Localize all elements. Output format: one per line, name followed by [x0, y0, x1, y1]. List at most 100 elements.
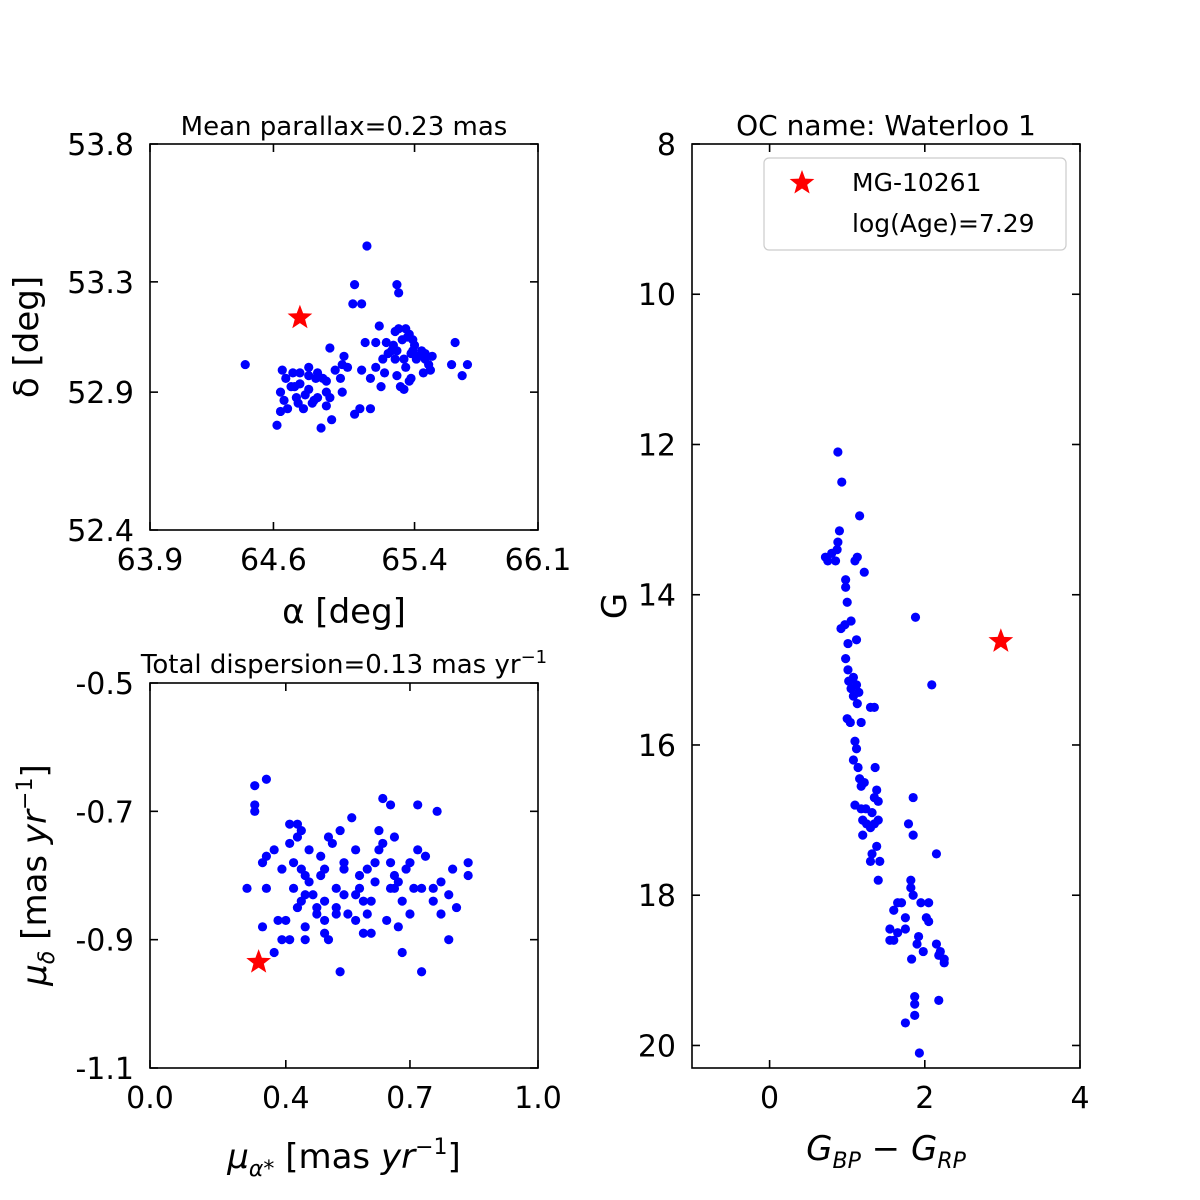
pm-data-point	[300, 890, 310, 900]
radec-data-point	[342, 362, 353, 372]
radec-data-point	[371, 337, 381, 348]
cmd-data-point	[889, 905, 899, 915]
radec-data-point	[272, 420, 282, 430]
pm-data-point	[393, 877, 403, 887]
radec-data-point	[339, 351, 349, 361]
cmd-data-point	[903, 819, 914, 829]
radec-data-point	[286, 382, 296, 392]
pm-data-point	[312, 909, 322, 919]
cmd-data-point	[872, 841, 882, 851]
pm-ytick-label: -0.9	[75, 924, 134, 959]
pm-data-point	[277, 935, 287, 945]
radec-ylabel: δ [deg]	[7, 276, 47, 398]
legend-star-shape	[789, 170, 815, 194]
cmd-data-point	[900, 1018, 911, 1028]
pm-data-point	[300, 935, 310, 945]
radec-data-point	[381, 337, 391, 348]
cmd-data-point	[851, 635, 862, 645]
radec-data-point	[394, 324, 404, 334]
radec-data-point	[316, 423, 326, 433]
pm-data-point	[320, 915, 330, 926]
cmd-data-point	[846, 684, 856, 694]
cmd-data-point	[907, 954, 917, 964]
radec-star-point	[287, 304, 313, 329]
cmd-ytick-label: 10	[638, 278, 676, 313]
pm-data-point	[304, 877, 314, 887]
pm-data-point	[366, 928, 376, 938]
cmd-data-point	[896, 898, 907, 908]
radec-data-point	[275, 406, 286, 417]
legend-label-star: MG-10261	[852, 168, 982, 197]
pm-data-point	[285, 819, 295, 829]
pm-ytick-label: -0.7	[75, 795, 134, 830]
cmd-ytick-label: 16	[638, 729, 676, 764]
cmd-data-point	[823, 556, 833, 566]
pm-data-point	[417, 967, 427, 977]
cmd-data-point	[858, 830, 868, 840]
cmd-data-point	[885, 935, 895, 945]
cmd-data-point	[908, 792, 918, 803]
pm-data-point	[366, 896, 376, 906]
radec-data-point	[390, 354, 400, 364]
radec-data-point	[357, 299, 367, 309]
pm-data-point	[312, 902, 322, 913]
pm-data-point	[335, 825, 345, 836]
radec-xlabel: α [deg]	[282, 592, 406, 632]
cmd-data-point	[854, 687, 864, 697]
radec-data-point	[330, 365, 340, 375]
pm-data-point	[292, 902, 303, 913]
pm-data-point	[389, 832, 400, 842]
radec-data-point	[293, 398, 303, 408]
pm-data-point	[378, 838, 388, 849]
cmd-ytick-label: 18	[638, 879, 676, 914]
pm-data-point	[304, 845, 314, 855]
pm-panel: Total dispersion=0.13 mas yr−1 0.0 0.4 0.7…	[13, 647, 562, 1182]
pm-data-point	[405, 909, 415, 919]
cmd-data-point	[841, 653, 851, 664]
radec-data-point	[281, 373, 291, 383]
cmd-legend: MG-10261 log(Age)=7.29	[763, 157, 1067, 251]
pm-ytick-label: -1.1	[75, 1052, 134, 1087]
pm-data-point	[413, 800, 423, 810]
pm-data-point	[250, 806, 260, 816]
pm-data-point	[277, 864, 287, 874]
pm-data-point	[413, 845, 423, 855]
cmd-xlabel: GBP − GRP	[806, 1129, 966, 1174]
cmd-data-point	[885, 924, 895, 934]
cmd-data-point	[837, 477, 847, 487]
radec-ytick-label: 52.4	[67, 514, 134, 549]
pm-data-point	[281, 915, 291, 926]
pm-data-point	[285, 838, 295, 849]
radec-data-point	[360, 337, 370, 348]
pm-data-point	[463, 870, 473, 881]
cmd-data-point	[830, 556, 841, 566]
radec-data-point	[457, 371, 467, 381]
cmd-data-point	[910, 992, 920, 1002]
pm-data-point	[257, 922, 268, 932]
radec-data-point	[371, 362, 381, 372]
radec-xtick-label: 65.4	[381, 543, 448, 578]
pm-data-point	[261, 883, 271, 893]
cmd-data-point	[908, 890, 918, 900]
radec-data-point	[425, 365, 436, 375]
radec-data-point	[304, 362, 314, 372]
cmd-data-point	[867, 849, 877, 859]
radec-data-point	[408, 335, 418, 345]
radec-data-point	[304, 371, 314, 381]
cmd-data-point	[859, 567, 869, 577]
pm-data-point	[288, 858, 299, 868]
pm-xtick-label: 1.0	[514, 1081, 562, 1116]
cmd-panel: OC name: Waterloo 1 0 2 4 8 10 12 14 16 18 20 GBP…	[595, 109, 1090, 1174]
pm-star-point	[246, 949, 271, 973]
cmd-data-point	[924, 898, 934, 908]
pm-ytick-label: -0.5	[75, 667, 134, 702]
cmd-data-point	[853, 762, 863, 773]
pm-data-point	[285, 935, 295, 945]
legend-label-age: log(Age)=7.29	[852, 209, 1035, 238]
cmd-ylabel: G	[595, 593, 635, 619]
cmd-points	[820, 447, 1014, 1058]
pm-data-point	[339, 890, 349, 900]
pm-data-point	[296, 825, 306, 836]
pm-data-point	[436, 909, 446, 919]
